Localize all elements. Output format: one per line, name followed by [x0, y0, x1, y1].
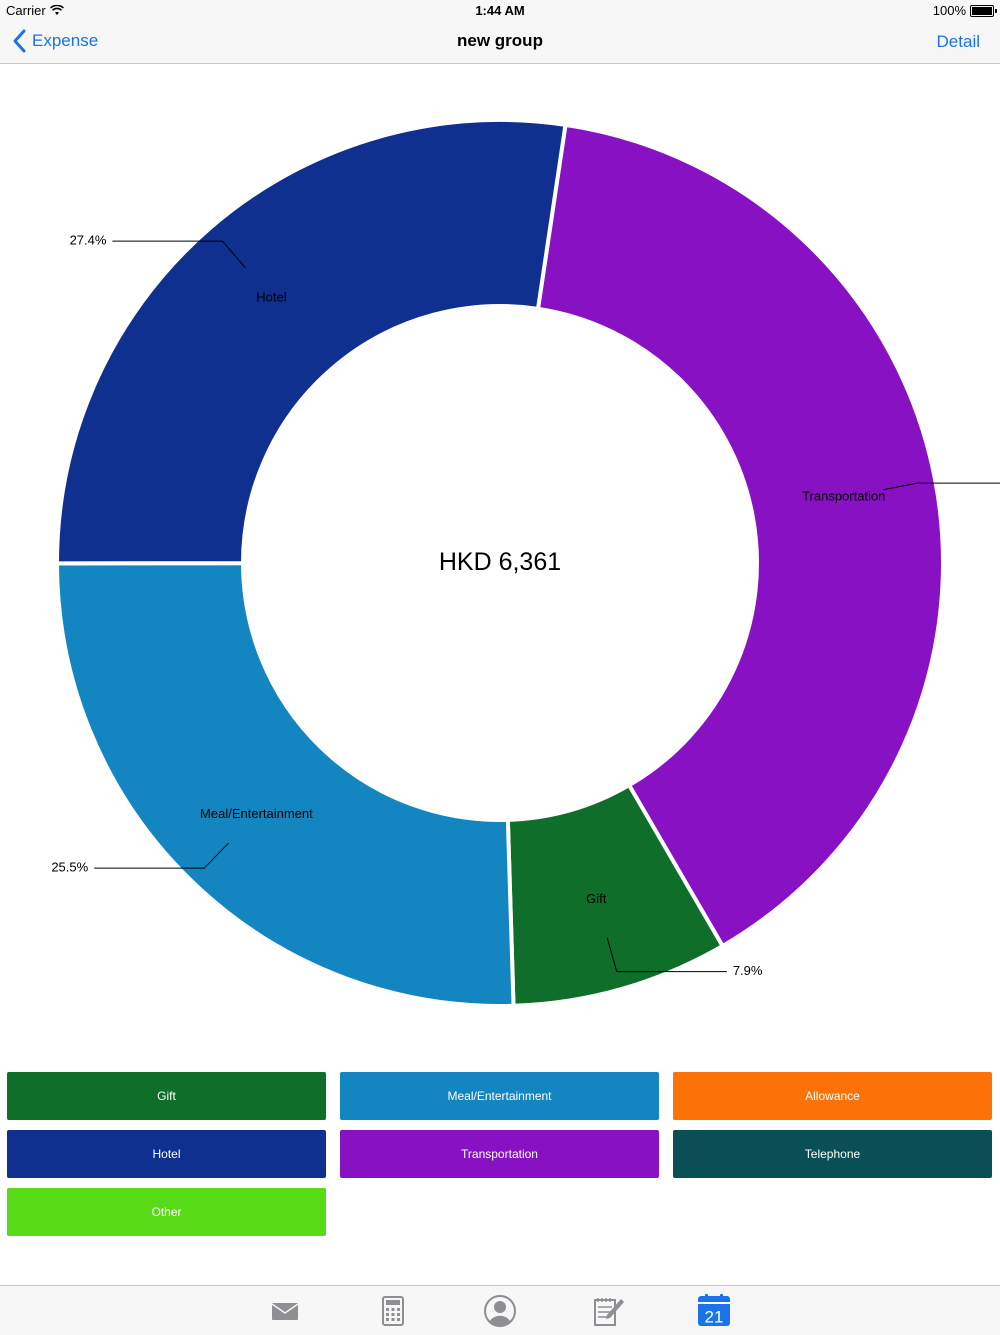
- calendar-icon: 21: [698, 1294, 730, 1327]
- chart-total-label: HKD 6,361: [438, 548, 562, 576]
- legend-button-meal-entertainment[interactable]: Meal/Entertainment: [340, 1072, 659, 1120]
- legend-button-other[interactable]: Other: [7, 1188, 326, 1236]
- leader-line: [112, 240, 246, 268]
- leader-line: [882, 482, 1000, 491]
- battery-info: 100%: [932, 3, 997, 18]
- navigation-bar: Expense new group Detail: [0, 20, 1000, 64]
- carrier-label: Carrier: [6, 3, 46, 18]
- slice-percent-label: 27.4%: [70, 233, 107, 248]
- slice-hotel[interactable]: [54, 118, 568, 566]
- user-icon: [484, 1295, 516, 1327]
- carrier-info: Carrier: [6, 3, 64, 18]
- tab-contacts[interactable]: [483, 1294, 517, 1328]
- leader-line: [94, 842, 229, 869]
- battery-label: 100%: [932, 3, 966, 18]
- tab-mail[interactable]: [268, 1294, 302, 1328]
- legend-button-hotel[interactable]: Hotel: [7, 1130, 326, 1178]
- slice-percent-label: 7.9%: [733, 963, 763, 978]
- legend-button-allowance[interactable]: Allowance: [673, 1072, 992, 1120]
- legend-button-transportation[interactable]: Transportation: [340, 1130, 659, 1178]
- tab-notes[interactable]: [591, 1294, 625, 1328]
- slice-meal-entertainment[interactable]: [54, 561, 516, 1008]
- category-legend: Gift Meal/Entertainment Allowance Hotel Tran…: [7, 1072, 993, 1236]
- slice-label: Transportation: [802, 489, 885, 504]
- slice-label: Meal/Entertainment: [200, 806, 313, 821]
- chevron-left-icon: [13, 29, 26, 53]
- tab-calendar[interactable]: 21: [697, 1294, 731, 1328]
- slice-label: Gift: [586, 891, 607, 906]
- slice-transportation[interactable]: [535, 122, 945, 949]
- wifi-icon: [49, 5, 64, 15]
- leader-line: [606, 937, 727, 973]
- tab-bar: 21: [0, 1285, 1000, 1335]
- status-time: 1:44 AM: [475, 3, 525, 18]
- notepad-icon: [594, 1298, 624, 1326]
- tab-calculator[interactable]: [376, 1294, 410, 1328]
- legend-button-telephone[interactable]: Telephone: [673, 1130, 992, 1178]
- status-bar: Carrier 1:44 AM 100%: [0, 0, 1000, 20]
- donut-chart-svg: Transportation39.3%Gift7.9%Meal/Entertai…: [51, 118, 1000, 1008]
- mail-icon: [271, 1303, 299, 1320]
- page-title: new group: [457, 31, 543, 50]
- back-button-label: Expense: [32, 31, 99, 50]
- slice-percent-label: 25.5%: [51, 860, 88, 875]
- slice-label: Hotel: [256, 289, 286, 304]
- calendar-day-label: 21: [705, 1308, 724, 1327]
- calculator-icon: [382, 1296, 404, 1326]
- battery-icon: [970, 4, 997, 17]
- back-button[interactable]: Expense: [10, 28, 98, 54]
- detail-button[interactable]: Detail: [936, 32, 980, 51]
- legend-button-gift[interactable]: Gift: [7, 1072, 326, 1120]
- donut-chart: Transportation39.3%Gift7.9%Meal/Entertai…: [0, 64, 1000, 1064]
